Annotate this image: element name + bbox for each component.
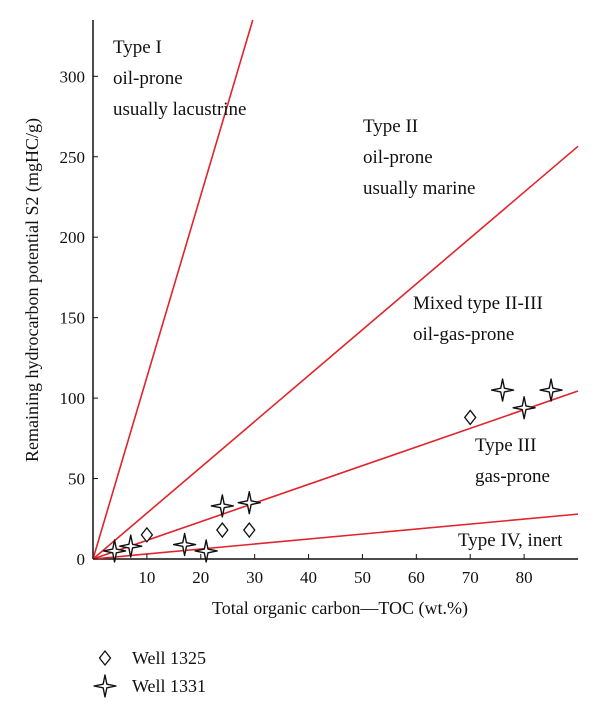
annotation-type3: Type III gas-prone xyxy=(475,435,550,487)
y-tick-label: 150 xyxy=(60,309,86,328)
data-point-well-1325 xyxy=(463,409,477,426)
data-point-well-1331 xyxy=(172,532,197,557)
x-tick-label: 30 xyxy=(246,568,263,587)
annotation-type1-line3: usually lacustrine xyxy=(113,99,247,120)
annotation-type1-line2: oil-prone xyxy=(113,68,183,89)
x-tick-label: 10 xyxy=(138,568,155,587)
legend-star-marker xyxy=(93,674,117,698)
y-axis-title: Remaining hydrocarbon potential S2 (mgHC… xyxy=(22,118,43,462)
legend-diamond-marker xyxy=(98,649,112,667)
data-point-well-1325 xyxy=(242,521,256,539)
data-point-well-1331 xyxy=(237,490,261,515)
data-point-well-1331 xyxy=(210,494,235,518)
x-tick-label: 50 xyxy=(354,568,371,587)
x-axis-title: Total organic carbon—TOC (wt.%) xyxy=(212,598,468,619)
y-tick-label: 200 xyxy=(60,228,86,247)
annotation-type4: Type IV, inert xyxy=(458,530,563,551)
region-annotations: Type I oil-prone usually lacustrine Type… xyxy=(113,37,563,551)
annotation-type2-line2: oil-prone xyxy=(363,147,433,168)
x-tick-label: 60 xyxy=(408,568,425,587)
legend-label-well-1325: Well 1325 xyxy=(132,648,206,668)
reference-line-type-ii xyxy=(92,145,579,560)
data-point-well-1325 xyxy=(216,521,229,539)
y-tick-label: 300 xyxy=(60,67,86,86)
annotation-type2: Type II oil-prone usually marine xyxy=(363,116,475,199)
data-point-well-1331 xyxy=(194,539,218,563)
legend-marker-diamond-icon xyxy=(98,649,112,667)
reference-line-type-iv xyxy=(92,513,579,560)
reference-line-mixed-type-ii-iii xyxy=(92,390,579,560)
y-tick-label: 250 xyxy=(60,148,86,167)
annotation-type23: Mixed type II-III oil-gas-prone xyxy=(413,293,548,345)
data-point-well-1331 xyxy=(490,378,515,402)
y-tick-label: 100 xyxy=(60,389,86,408)
annotation-type23-line2: oil-gas-prone xyxy=(413,324,514,345)
annotation-type1: Type I oil-prone usually lacustrine xyxy=(113,37,247,120)
annotation-type3-line2: gas-prone xyxy=(475,466,550,487)
data-points xyxy=(102,378,563,563)
annotation-type2-line1: Type II xyxy=(363,116,418,137)
data-point-well-1325 xyxy=(140,526,154,543)
axis-ticks: 10 20 30 40 50 60 70 80 0 50 100 150 200 250 300 xyxy=(60,67,533,587)
annotation-type3-line1: Type III xyxy=(475,435,536,456)
x-tick-label: 40 xyxy=(300,568,317,587)
legend-label-well-1331: Well 1331 xyxy=(132,676,206,696)
legend-marker-star-icon xyxy=(93,674,117,698)
y-tick-label: 50 xyxy=(68,470,85,489)
y-tick-label: 0 xyxy=(77,550,86,569)
data-point-well-1331 xyxy=(102,539,127,563)
annotation-type1-line1: Type I xyxy=(113,37,162,58)
data-point-well-1331 xyxy=(512,396,536,420)
x-tick-label: 20 xyxy=(192,568,209,587)
data-point-well-1331 xyxy=(119,534,143,558)
data-point-well-1331 xyxy=(539,378,563,402)
x-tick-label: 80 xyxy=(516,568,533,587)
annotation-type4-line1: Type IV, inert xyxy=(458,530,563,551)
legend: Well 1325 Well 1331 xyxy=(93,648,206,698)
annotation-type2-line3: usually marine xyxy=(363,178,475,199)
annotation-type23-line1: Mixed type II-III xyxy=(413,293,543,314)
plot-frame xyxy=(92,20,578,560)
reference-lines xyxy=(92,19,579,560)
reference-line-type-i xyxy=(92,19,254,560)
x-tick-label: 70 xyxy=(462,568,479,587)
